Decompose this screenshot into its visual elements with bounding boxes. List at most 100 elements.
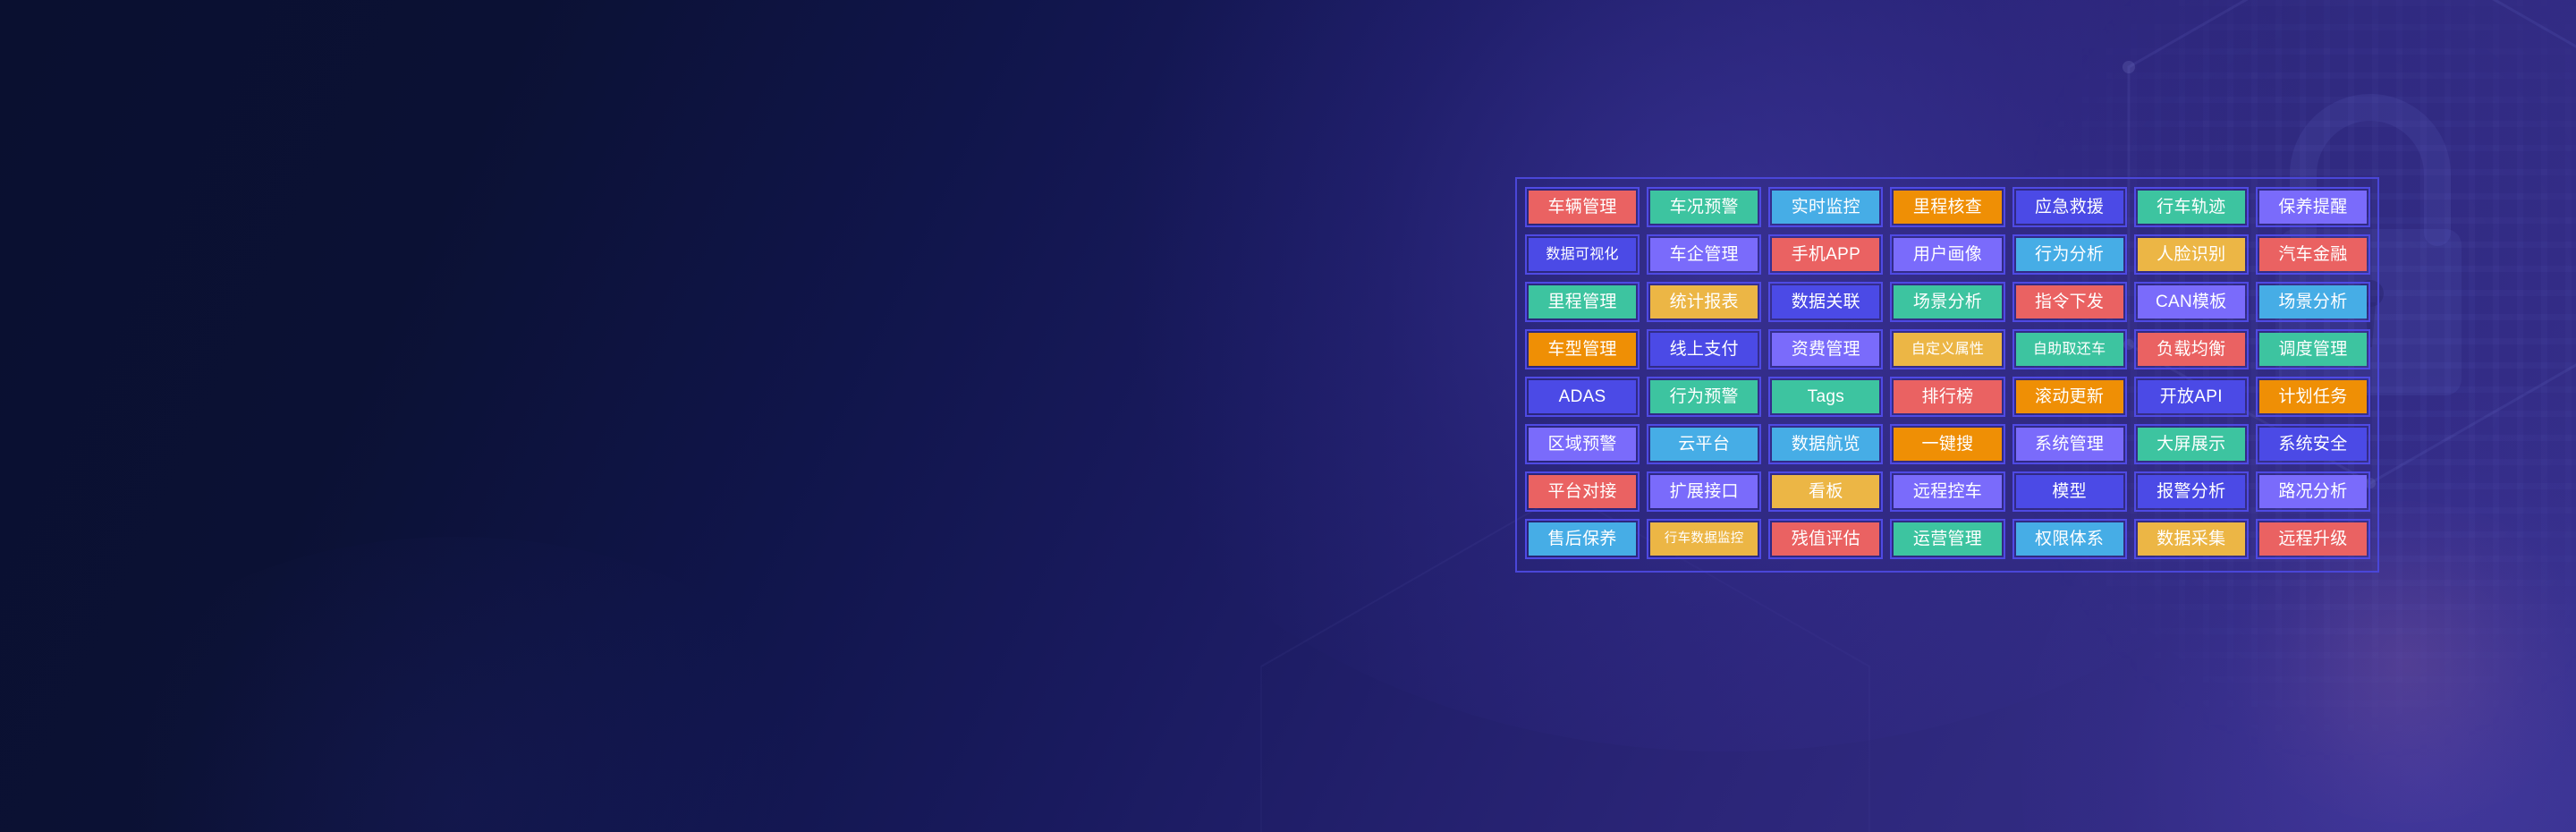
tag-cell[interactable]: CAN模板 [2133,282,2249,322]
tag-chip[interactable]: 负载均衡 [2137,333,2245,366]
tag-chip[interactable]: 云平台 [1650,428,1758,461]
tag-chip[interactable]: 数据采集 [2137,522,2245,556]
tag-chip[interactable]: 行为分析 [2015,238,2123,271]
tag-chip[interactable]: 自定义属性 [1894,333,2002,366]
tag-cell[interactable]: 平台对接 [1525,471,1640,512]
tag-chip[interactable]: 数据航览 [1772,428,1880,461]
tag-cell[interactable]: 数据可视化 [1525,234,1640,275]
tag-cell[interactable]: 行车数据监控 [1647,519,1762,559]
tag-chip[interactable]: 指令下发 [2015,285,2123,318]
tag-chip[interactable]: 系统管理 [2015,428,2123,461]
tag-cell[interactable]: ADAS [1525,377,1640,417]
tag-cell[interactable]: 自定义属性 [1890,329,2005,369]
tag-chip[interactable]: 报警分析 [2137,475,2245,508]
tag-cell[interactable]: 实时监控 [1768,187,1884,227]
tag-chip[interactable]: 车企管理 [1650,238,1758,271]
tag-cell[interactable]: Tags [1768,377,1884,417]
tag-chip[interactable]: 计划任务 [2258,380,2367,413]
tag-cell[interactable]: 线上支付 [1647,329,1762,369]
tag-cell[interactable]: 场景分析 [2255,282,2370,322]
tag-chip[interactable]: 车况预警 [1650,191,1758,224]
tag-chip[interactable]: 滚动更新 [2015,380,2123,413]
tag-cell[interactable]: 扩展接口 [1647,471,1762,512]
tag-chip[interactable]: 里程核查 [1894,191,2002,224]
tag-cell[interactable]: 系统管理 [2012,424,2127,464]
tag-chip[interactable]: 自助取还车 [2015,333,2123,366]
tag-chip[interactable]: Tags [1772,380,1880,413]
tag-chip[interactable]: 实时监控 [1772,191,1880,224]
tag-cell[interactable]: 数据采集 [2133,519,2249,559]
tag-chip[interactable]: 数据关联 [1772,285,1880,318]
tag-chip[interactable]: 线上支付 [1650,333,1758,366]
tag-cell[interactable]: 一键搜 [1890,424,2005,464]
tag-cell[interactable]: 售后保养 [1525,519,1640,559]
tag-chip[interactable]: 模型 [2015,475,2123,508]
tag-cell[interactable]: 手机APP [1768,234,1884,275]
tag-cell[interactable]: 远程升级 [2255,519,2370,559]
tag-cell[interactable]: 云平台 [1647,424,1762,464]
tag-chip[interactable]: 扩展接口 [1650,475,1758,508]
tag-chip[interactable]: 手机APP [1772,238,1880,271]
tag-chip[interactable]: 资费管理 [1772,333,1880,366]
tag-chip[interactable]: 保养提醒 [2258,191,2367,224]
tag-chip[interactable]: 统计报表 [1650,285,1758,318]
tag-cell[interactable]: 车况预警 [1647,187,1762,227]
tag-chip[interactable]: CAN模板 [2137,285,2245,318]
tag-cell[interactable]: 应急救援 [2012,187,2127,227]
tag-chip[interactable]: 区域预警 [1529,428,1637,461]
tag-chip[interactable]: 看板 [1772,475,1880,508]
tag-cell[interactable]: 看板 [1768,471,1884,512]
tag-chip[interactable]: 一键搜 [1894,428,2002,461]
tag-cell[interactable]: 统计报表 [1647,282,1762,322]
tag-chip[interactable]: 排行榜 [1894,380,2002,413]
tag-chip[interactable]: 汽车金融 [2258,238,2367,271]
tag-cell[interactable]: 里程核查 [1890,187,2005,227]
tag-chip[interactable]: 系统安全 [2258,428,2367,461]
tag-chip[interactable]: 人脸识别 [2137,238,2245,271]
tag-cell[interactable]: 运营管理 [1890,519,2005,559]
tag-cell[interactable]: 报警分析 [2133,471,2249,512]
tag-cell[interactable]: 排行榜 [1890,377,2005,417]
tag-chip[interactable]: 数据可视化 [1529,238,1637,271]
tag-cell[interactable]: 汽车金融 [2255,234,2370,275]
tag-cell[interactable]: 指令下发 [2012,282,2127,322]
tag-chip[interactable]: 行车数据监控 [1650,522,1758,556]
tag-cell[interactable]: 模型 [2012,471,2127,512]
tag-chip[interactable]: 行为预警 [1650,380,1758,413]
tag-chip[interactable]: 里程管理 [1529,285,1637,318]
tag-chip[interactable]: 场景分析 [1894,285,2002,318]
tag-cell[interactable]: 车型管理 [1525,329,1640,369]
tag-chip[interactable]: 路况分析 [2258,475,2367,508]
tag-cell[interactable]: 远程控车 [1890,471,2005,512]
tag-chip[interactable]: 开放API [2137,380,2245,413]
tag-chip[interactable]: 用户画像 [1894,238,2002,271]
tag-cell[interactable]: 负载均衡 [2133,329,2249,369]
tag-cell[interactable]: 残值评估 [1768,519,1884,559]
tag-chip[interactable]: 调度管理 [2258,333,2367,366]
tag-chip[interactable]: 残值评估 [1772,522,1880,556]
tag-chip[interactable]: 大屏展示 [2137,428,2245,461]
tag-cell[interactable]: 开放API [2133,377,2249,417]
tag-chip[interactable]: 车型管理 [1529,333,1637,366]
tag-chip[interactable]: 售后保养 [1529,522,1637,556]
tag-chip[interactable]: 远程升级 [2258,522,2367,556]
tag-cell[interactable]: 权限体系 [2012,519,2127,559]
tag-cell[interactable]: 调度管理 [2255,329,2370,369]
tag-cell[interactable]: 行为预警 [1647,377,1762,417]
tag-cell[interactable]: 行车轨迹 [2133,187,2249,227]
tag-cell[interactable]: 资费管理 [1768,329,1884,369]
tag-cell[interactable]: 自助取还车 [2012,329,2127,369]
tag-chip[interactable]: 车辆管理 [1529,191,1637,224]
tag-chip[interactable]: 应急救援 [2015,191,2123,224]
tag-cell[interactable]: 场景分析 [1890,282,2005,322]
tag-cell[interactable]: 用户画像 [1890,234,2005,275]
tag-cell[interactable]: 行为分析 [2012,234,2127,275]
tag-cell[interactable]: 保养提醒 [2255,187,2370,227]
tag-chip[interactable]: 行车轨迹 [2137,191,2245,224]
tag-cell[interactable]: 计划任务 [2255,377,2370,417]
tag-chip[interactable]: 远程控车 [1894,475,2002,508]
tag-chip[interactable]: 运营管理 [1894,522,2002,556]
tag-cell[interactable]: 滚动更新 [2012,377,2127,417]
tag-cell[interactable]: 路况分析 [2255,471,2370,512]
tag-cell[interactable]: 里程管理 [1525,282,1640,322]
